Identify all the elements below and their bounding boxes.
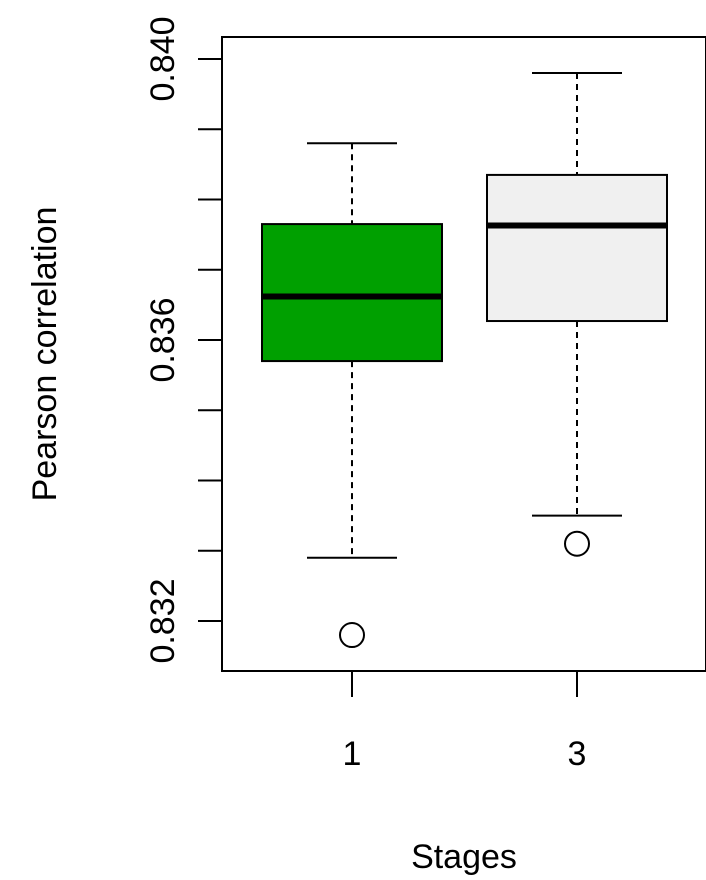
outlier-point xyxy=(339,622,365,649)
y-tick-label: 0.836 xyxy=(144,297,182,382)
box-1 xyxy=(261,142,443,649)
box-series xyxy=(261,72,668,649)
plot-frame xyxy=(221,36,706,672)
y-tick-label: 0.832 xyxy=(144,578,182,663)
y-axis-label: Pearson correlation xyxy=(26,207,64,502)
iqr-box xyxy=(261,223,443,363)
x-axis-label: Stages xyxy=(411,838,517,876)
x-tick-label: 1 xyxy=(343,735,362,773)
outlier-point xyxy=(564,530,590,557)
iqr-box xyxy=(486,173,668,323)
box-3 xyxy=(486,72,668,557)
y-tick-label: 0.840 xyxy=(144,16,182,101)
x-tick-label: 3 xyxy=(568,735,587,773)
y-axis: 0.832 0.836 0.840 xyxy=(144,16,222,664)
